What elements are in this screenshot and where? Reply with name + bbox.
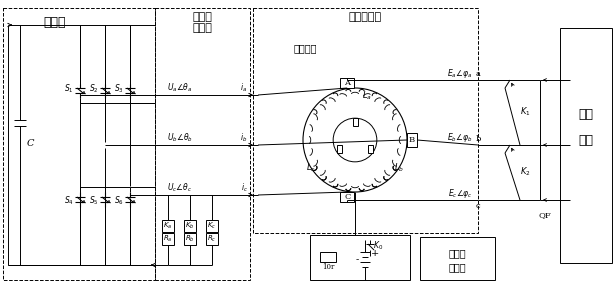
Text: C: C xyxy=(344,193,351,201)
Bar xyxy=(206,220,218,232)
Bar xyxy=(3,8,155,280)
Bar xyxy=(253,8,478,233)
Bar xyxy=(162,220,174,232)
Text: $K_a$: $K_a$ xyxy=(163,221,172,231)
Text: $R_c$: $R_c$ xyxy=(207,234,217,244)
Text: a: a xyxy=(476,70,480,78)
Text: $E_c\angle\varphi_c$: $E_c\angle\varphi_c$ xyxy=(448,187,472,199)
Text: +: + xyxy=(371,249,379,258)
Text: 退装置: 退装置 xyxy=(192,23,212,33)
Bar xyxy=(560,28,612,263)
Text: $S_2$: $S_2$ xyxy=(89,83,99,95)
Text: 换流桥: 换流桥 xyxy=(44,15,67,29)
Bar xyxy=(368,145,373,153)
Text: $K_2$: $K_2$ xyxy=(520,166,530,178)
Text: $S_5$: $S_5$ xyxy=(89,195,99,207)
Text: 开绕组电机: 开绕组电机 xyxy=(349,12,381,22)
Text: $L_c$: $L_c$ xyxy=(306,162,316,174)
Text: $S_1$: $S_1$ xyxy=(64,83,74,95)
Bar xyxy=(310,235,410,280)
Text: QF: QF xyxy=(538,211,551,219)
Bar xyxy=(206,233,218,245)
Text: 交流: 交流 xyxy=(578,109,593,121)
Text: $i_c$: $i_c$ xyxy=(240,182,248,194)
Text: C: C xyxy=(26,138,34,147)
Text: $S_6$: $S_6$ xyxy=(114,195,124,207)
Bar xyxy=(162,233,174,245)
Bar xyxy=(407,133,417,147)
Text: $E_a\angle\varphi_a$: $E_a\angle\varphi_a$ xyxy=(447,67,472,79)
Text: b: b xyxy=(476,135,480,143)
Text: $U_b\angle\theta_b$: $U_b\angle\theta_b$ xyxy=(167,132,193,144)
Bar xyxy=(340,78,354,88)
Text: $L_b$: $L_b$ xyxy=(394,162,404,174)
Text: $L_a$: $L_a$ xyxy=(362,90,372,102)
Text: c: c xyxy=(476,202,480,210)
Text: A: A xyxy=(344,79,351,87)
Bar xyxy=(184,233,196,245)
Text: $S_4$: $S_4$ xyxy=(64,195,74,207)
Text: $E_b\angle\varphi_b$: $E_b\angle\varphi_b$ xyxy=(447,131,472,145)
Text: -: - xyxy=(355,256,359,265)
Text: $i_a$: $i_a$ xyxy=(240,82,248,94)
Bar xyxy=(337,145,342,153)
Bar xyxy=(420,237,495,280)
Bar xyxy=(155,8,250,280)
Text: $S_3$: $S_3$ xyxy=(114,83,124,95)
Text: $R_b$: $R_b$ xyxy=(185,234,195,244)
Bar xyxy=(184,220,196,232)
Text: $R_a$: $R_a$ xyxy=(163,234,172,244)
Text: $K_b$: $K_b$ xyxy=(185,221,195,231)
Text: 制组件: 制组件 xyxy=(448,262,466,272)
Text: 耗能投: 耗能投 xyxy=(192,12,212,22)
Text: $K_1$: $K_1$ xyxy=(520,106,530,118)
Text: $U_a\angle\theta_a$: $U_a\angle\theta_a$ xyxy=(167,82,193,94)
Text: 电网: 电网 xyxy=(578,133,593,147)
Text: $i_b$: $i_b$ xyxy=(240,132,248,144)
Bar xyxy=(340,192,354,202)
Text: $K_0$: $K_0$ xyxy=(373,240,383,252)
Text: $U_c\angle\theta_c$: $U_c\angle\theta_c$ xyxy=(168,182,193,194)
Text: 10r: 10r xyxy=(322,263,334,271)
Text: B: B xyxy=(409,136,415,144)
Bar xyxy=(352,118,357,126)
Text: 阻尼绕组: 阻尼绕组 xyxy=(293,43,317,53)
Bar xyxy=(320,252,336,262)
Text: 励磁控: 励磁控 xyxy=(448,248,466,258)
Text: $K_c$: $K_c$ xyxy=(208,221,217,231)
